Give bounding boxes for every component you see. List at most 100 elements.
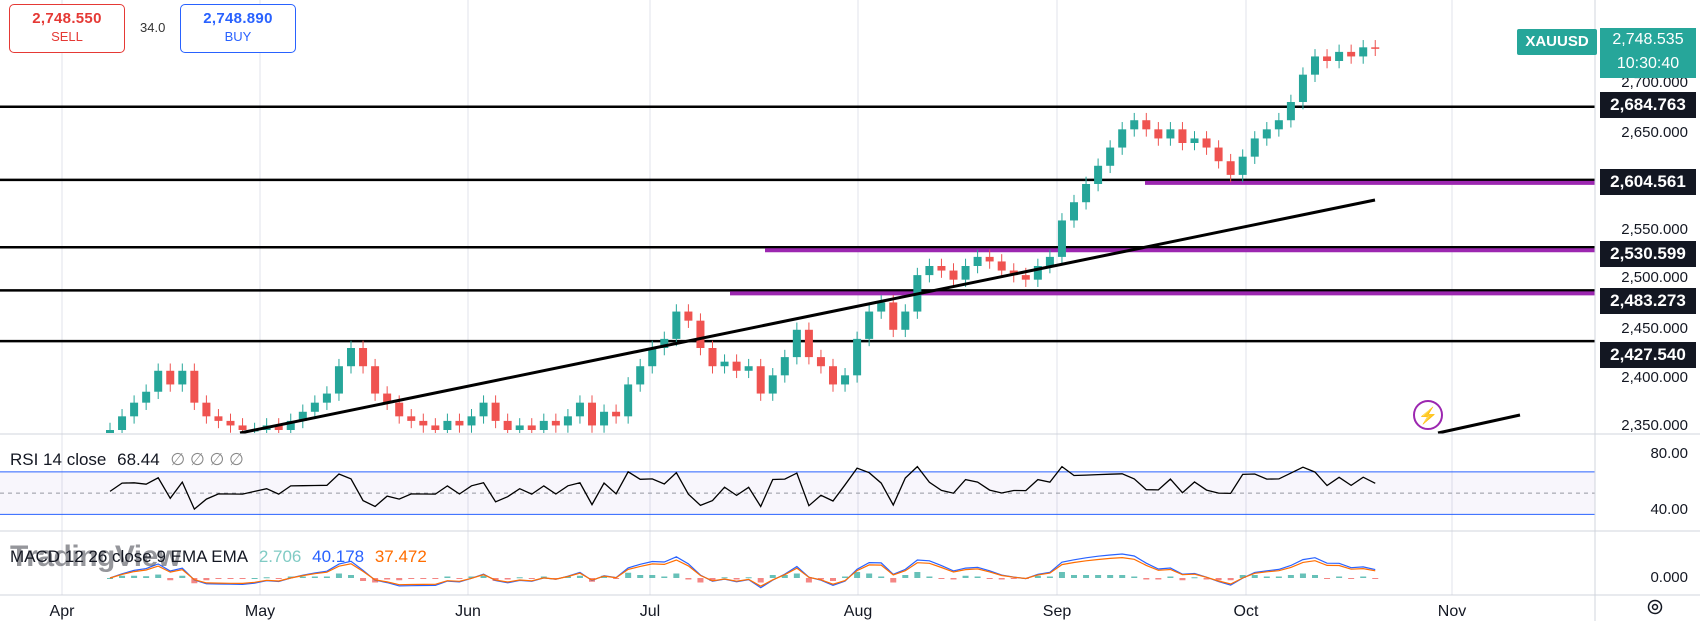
lightning-glyph: ⚡ bbox=[1418, 406, 1438, 425]
candle-body bbox=[178, 370, 187, 385]
candle-body bbox=[1106, 147, 1115, 166]
candle-body bbox=[1070, 202, 1078, 221]
candle-body bbox=[853, 338, 862, 376]
candle-body bbox=[527, 425, 536, 430]
price-axis-label: 2,650.000 bbox=[1621, 124, 1688, 141]
trendline bbox=[1437, 413, 1521, 435]
macd-histogram-bar bbox=[1071, 575, 1077, 578]
macd-histogram-bar bbox=[432, 578, 439, 579]
macd-histogram-bar bbox=[1227, 578, 1234, 581]
candle-body bbox=[1045, 256, 1054, 266]
macd-histogram-bar bbox=[890, 578, 897, 583]
candle-body bbox=[600, 411, 609, 426]
candle-body bbox=[226, 420, 235, 426]
macd-histogram-bar bbox=[649, 575, 656, 578]
macd-histogram-bar bbox=[179, 575, 186, 578]
candle-body bbox=[973, 256, 982, 266]
macd-histogram-bar bbox=[938, 578, 945, 579]
candle-body bbox=[118, 416, 127, 430]
candle-body bbox=[515, 425, 524, 430]
candle-body bbox=[575, 402, 584, 417]
candle-body bbox=[551, 420, 560, 426]
macd-histogram-bar bbox=[323, 576, 330, 578]
macd-histogram-bar bbox=[625, 572, 632, 578]
trendlines: ⚡ bbox=[239, 198, 1521, 435]
candle-body bbox=[949, 270, 958, 280]
macd-histogram-bar bbox=[854, 572, 861, 578]
candle-body bbox=[1154, 129, 1163, 139]
macd-legend[interactable]: MACD 12 26 close 9 EMA EMA 2.706 40.178 … bbox=[10, 547, 433, 567]
level-label-4: 2,483.273 bbox=[1600, 288, 1696, 314]
macd-histogram-bar bbox=[697, 578, 704, 583]
candle-body bbox=[997, 261, 1006, 271]
macd-histogram-bar bbox=[251, 578, 258, 579]
candle-body bbox=[648, 348, 657, 367]
candle-body bbox=[804, 329, 813, 358]
candle-body bbox=[563, 416, 572, 426]
spread-value: 34.0 bbox=[140, 20, 166, 35]
candle-body bbox=[347, 348, 355, 367]
macd-histogram-bar bbox=[1119, 575, 1126, 578]
symbol-tag: XAUUSD bbox=[1517, 29, 1597, 55]
macd-histogram-bar bbox=[1083, 575, 1090, 578]
macd-histogram-bar bbox=[661, 576, 668, 578]
macd-histogram-bar bbox=[1155, 578, 1162, 580]
candle-body bbox=[1057, 220, 1066, 257]
gear-icon[interactable] bbox=[1645, 597, 1665, 617]
macd-histogram-bar bbox=[685, 578, 692, 580]
macd-signal-value: 37.472 bbox=[374, 547, 427, 566]
macd-histogram-bar bbox=[239, 578, 246, 579]
candle-body bbox=[624, 384, 633, 417]
macd-histogram-bar bbox=[1143, 578, 1150, 580]
candle-body bbox=[588, 402, 596, 426]
macd-histogram-bar bbox=[456, 578, 463, 579]
candle-body bbox=[334, 366, 343, 394]
rsi-legend[interactable]: RSI 14 close 68.44 ∅ ∅ ∅ ∅ bbox=[10, 450, 250, 470]
macd-histogram-bar bbox=[1360, 576, 1367, 578]
macd-histogram-bar bbox=[1034, 575, 1041, 578]
month-label: Oct bbox=[1234, 603, 1259, 620]
macd-histogram-bar bbox=[1251, 575, 1258, 578]
macd-pane bbox=[107, 553, 1379, 589]
macd-histogram-bar bbox=[1046, 576, 1053, 578]
candle-body bbox=[298, 411, 307, 421]
macd-histogram-bar bbox=[637, 575, 644, 578]
macd-histogram-bar bbox=[866, 573, 873, 578]
candle-body bbox=[1166, 129, 1175, 139]
macd-signal-line bbox=[109, 556, 1376, 587]
macd-histogram-bar bbox=[1095, 575, 1102, 578]
macd-histogram-bar bbox=[420, 578, 427, 579]
candle-body bbox=[937, 266, 946, 271]
macd-histogram-bar bbox=[576, 575, 583, 578]
macd-histogram-bar bbox=[733, 578, 740, 580]
candle-body bbox=[961, 266, 970, 280]
macd-histogram-bar bbox=[793, 573, 800, 578]
candle-body bbox=[491, 402, 500, 421]
macd-histogram-bar bbox=[1107, 575, 1114, 578]
macd-histogram-bar bbox=[757, 578, 764, 583]
candle-body bbox=[1202, 138, 1211, 148]
candle-body bbox=[166, 370, 175, 385]
macd-histogram-bar bbox=[721, 577, 728, 579]
candle-body bbox=[539, 420, 548, 430]
level-label-5: 2,427.540 bbox=[1600, 342, 1696, 368]
candle-body bbox=[238, 425, 247, 430]
candle-body bbox=[371, 366, 380, 394]
candle-body bbox=[1021, 275, 1030, 280]
macd-histogram-bar bbox=[384, 578, 391, 580]
macd-histogram-bar bbox=[926, 576, 933, 578]
candle-body bbox=[1190, 138, 1199, 143]
macd-histogram-bar bbox=[769, 575, 776, 578]
macd-histogram-bar bbox=[1372, 578, 1379, 579]
rsi-pane bbox=[0, 465, 1595, 515]
tradingview-logo: TradingView bbox=[10, 540, 181, 573]
candle-body bbox=[612, 411, 621, 417]
macd-histogram-bar bbox=[287, 576, 294, 578]
buy-button[interactable]: 2,748.890 BUY bbox=[180, 4, 296, 53]
macd-histogram-bar bbox=[155, 574, 162, 578]
macd-line-value: 40.178 bbox=[312, 547, 365, 566]
macd-histogram-bar bbox=[601, 575, 608, 578]
price-axis-label: 2,550.000 bbox=[1621, 221, 1688, 238]
sell-button[interactable]: 2,748.550 SELL bbox=[9, 4, 125, 53]
